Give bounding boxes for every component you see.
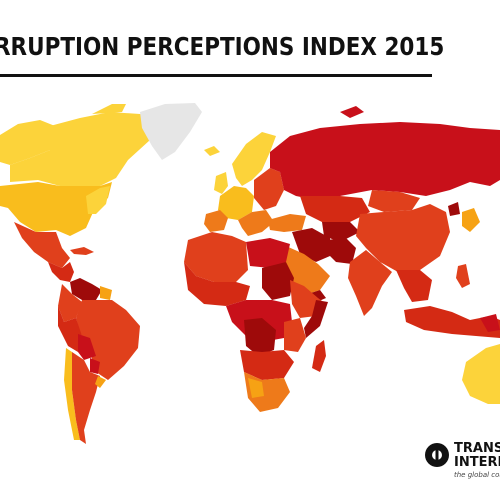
region-kazakhstan[interactable] xyxy=(300,196,370,222)
region-eastern-europe[interactable] xyxy=(254,168,284,210)
region-russia-arctic[interactable] xyxy=(340,106,364,118)
region-canada-islands[interactable] xyxy=(92,104,126,114)
region-alaska[interactable] xyxy=(0,120,55,165)
transparency-international-logo: TRANS INTERN the global coali xyxy=(424,440,500,484)
region-west-africa[interactable] xyxy=(184,262,250,306)
region-central-america[interactable] xyxy=(48,262,74,282)
region-colombia-ecuador[interactable] xyxy=(58,284,82,322)
map-title: RRUPTION PERCEPTIONS INDEX 2015 xyxy=(0,32,445,61)
logo-text-line2: INTERN xyxy=(454,455,500,470)
region-scandinavia[interactable] xyxy=(232,132,276,186)
region-usa[interactable] xyxy=(0,182,112,236)
region-indonesia[interactable] xyxy=(404,306,500,338)
region-mexico[interactable] xyxy=(14,222,70,268)
region-caribbean[interactable] xyxy=(70,247,94,255)
region-afghanistan-pakistan[interactable] xyxy=(326,238,356,264)
region-venezuela[interactable] xyxy=(70,278,102,300)
region-libya-egypt[interactable] xyxy=(246,238,290,268)
logo-tagline: the global coali xyxy=(454,471,500,479)
region-argentina[interactable] xyxy=(72,352,100,444)
region-uruguay[interactable] xyxy=(95,376,106,388)
region-madagascar[interactable] xyxy=(312,340,326,372)
region-guianas[interactable] xyxy=(100,286,112,300)
region-peru[interactable] xyxy=(58,306,82,352)
region-greenland xyxy=(140,103,202,160)
region-western-europe[interactable] xyxy=(218,186,254,220)
region-uk-ireland[interactable] xyxy=(214,172,228,194)
region-brazil[interactable] xyxy=(76,300,140,380)
region-russia[interactable] xyxy=(270,122,500,200)
region-korea-japan[interactable] xyxy=(462,208,480,232)
region-bolivia[interactable] xyxy=(78,334,96,360)
region-angola-zambia[interactable] xyxy=(240,350,294,380)
region-india[interactable] xyxy=(348,250,392,316)
region-chile[interactable] xyxy=(64,348,80,440)
region-italy-balkans[interactable] xyxy=(238,210,274,236)
region-usa-east[interactable] xyxy=(86,186,110,214)
region-iceland[interactable] xyxy=(204,146,220,156)
region-iberia[interactable] xyxy=(204,210,228,232)
region-paraguay[interactable] xyxy=(90,358,100,374)
region-sudan[interactable] xyxy=(262,262,294,300)
region-botswana-namibia[interactable] xyxy=(248,378,264,398)
region-southeast-asia[interactable] xyxy=(396,270,432,302)
region-mongolia[interactable] xyxy=(368,190,420,212)
region-png[interactable] xyxy=(480,314,500,332)
region-somalia[interactable] xyxy=(304,300,328,338)
region-drc[interactable] xyxy=(244,318,276,356)
region-philippines[interactable] xyxy=(456,264,470,288)
logo-text-line1: TRANS xyxy=(454,441,500,456)
region-north-korea[interactable] xyxy=(448,202,460,216)
region-central-asia[interactable] xyxy=(322,222,360,242)
region-north-africa-west[interactable] xyxy=(184,232,248,282)
ti-logo-icon xyxy=(425,443,449,467)
region-china[interactable] xyxy=(356,204,450,272)
region-australia[interactable] xyxy=(462,344,500,404)
region-east-africa[interactable] xyxy=(284,318,306,352)
region-canada[interactable] xyxy=(10,112,158,186)
region-turkey[interactable] xyxy=(268,214,306,232)
title-bar: RRUPTION PERCEPTIONS INDEX 2015 xyxy=(0,28,444,77)
